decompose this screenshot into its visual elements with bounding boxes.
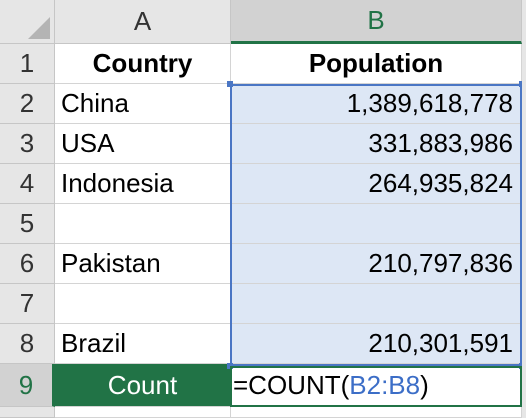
cell-a9-count-label[interactable]: Count <box>55 364 231 407</box>
cell-b4[interactable]: 264,935,824 <box>231 164 522 204</box>
row-header-7[interactable]: 7 <box>0 284 55 324</box>
cell-b1[interactable]: Population <box>231 44 522 84</box>
cell-a7[interactable] <box>55 284 231 324</box>
row-header-2[interactable]: 2 <box>0 84 55 124</box>
cell-b7[interactable] <box>231 284 522 324</box>
select-all-triangle-icon <box>28 17 50 39</box>
cell-a1[interactable]: Country <box>55 44 231 84</box>
cell-a6[interactable]: Pakistan <box>55 244 231 284</box>
cell-b9-formula[interactable]: =COUNT(B2:B8) <box>231 364 522 407</box>
cell-b2[interactable]: 1,389,618,778 <box>231 84 522 124</box>
column-header-b[interactable]: B <box>231 0 522 44</box>
formula-function: =COUNT( <box>233 369 350 400</box>
row-header-10[interactable] <box>0 407 55 418</box>
formula-close-paren: ) <box>420 369 429 400</box>
cell-b3[interactable]: 331,883,986 <box>231 124 522 164</box>
cell-a3[interactable]: USA <box>55 124 231 164</box>
row-header-1[interactable]: 1 <box>0 44 55 84</box>
row-header-3[interactable]: 3 <box>0 124 55 164</box>
row-header-4[interactable]: 4 <box>0 164 55 204</box>
row-header-8[interactable]: 8 <box>0 324 55 364</box>
cell-a10[interactable] <box>55 407 231 418</box>
cell-a4[interactable]: Indonesia <box>55 164 231 204</box>
row-header-5[interactable]: 5 <box>0 204 55 244</box>
select-all-button[interactable] <box>0 0 55 44</box>
cell-a2[interactable]: China <box>55 84 231 124</box>
cell-b5[interactable] <box>231 204 522 244</box>
cell-a8[interactable]: Brazil <box>55 324 231 364</box>
cell-b6[interactable]: 210,797,836 <box>231 244 522 284</box>
row-header-6[interactable]: 6 <box>0 244 55 284</box>
cell-a5[interactable] <box>55 204 231 244</box>
formula-range-reference: B2:B8 <box>349 369 421 400</box>
window-right-edge <box>522 0 526 418</box>
cell-b8[interactable]: 210,301,591 <box>231 324 522 364</box>
row-header-9[interactable]: 9 <box>0 364 55 407</box>
cell-b10[interactable] <box>231 407 522 418</box>
column-header-a[interactable]: A <box>55 0 231 44</box>
